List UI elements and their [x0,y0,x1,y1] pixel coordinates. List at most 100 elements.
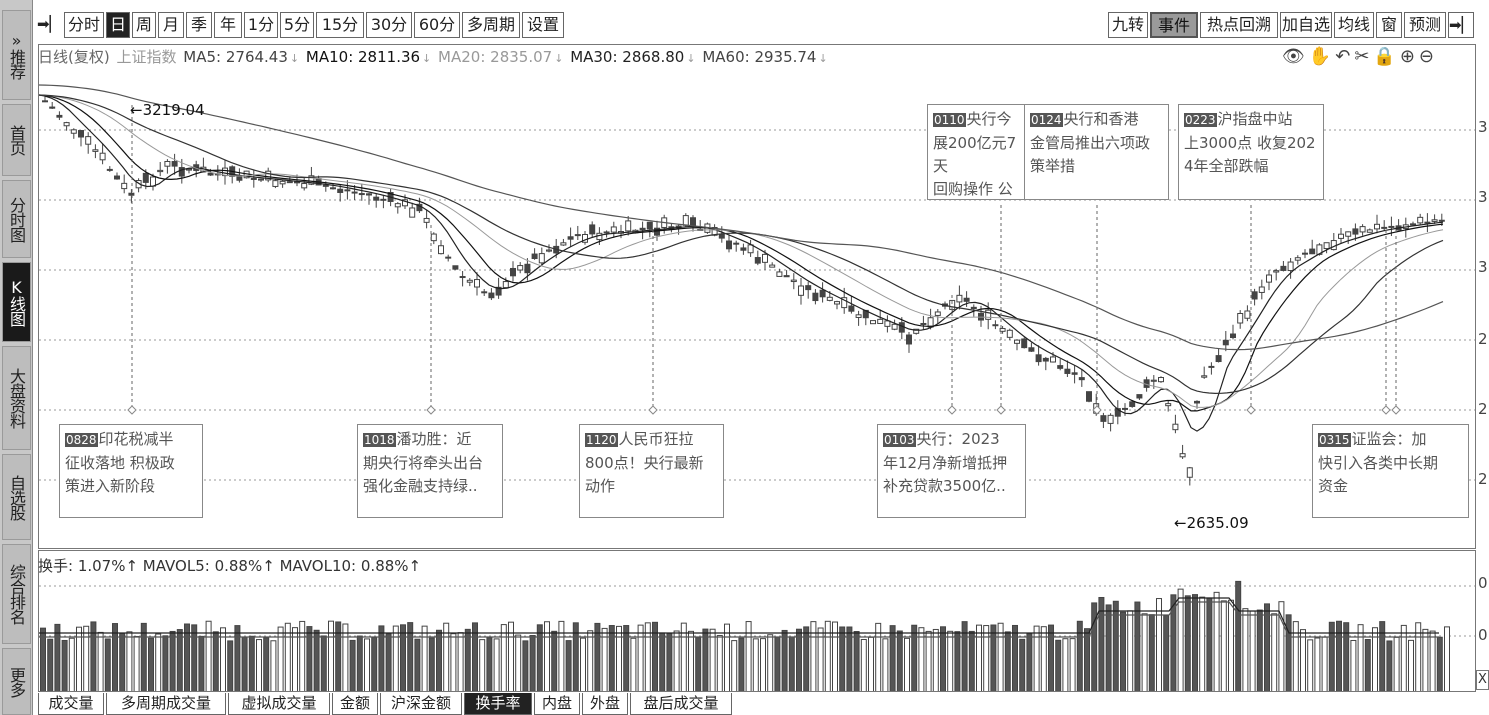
expand-arrow-icon[interactable]: ➡▏ [1448,12,1474,38]
collapse-arrow-icon[interactable]: ➡▏ [36,12,62,38]
jiuzhuan-button[interactable]: 九转 [1108,12,1148,38]
tab-virtual-volume[interactable]: 虚拟成交量 [228,693,330,715]
vol-bar [738,637,745,691]
left-sidebar: »推荐 首页 分时图 K线图 大盘资料 自选股 综合排名 更多 [0,0,33,715]
tab-15min[interactable]: 15分 [316,12,364,38]
tab-after-hours[interactable]: 盘后成交量 [630,693,732,715]
candle-body [1323,242,1330,250]
vol-bar [234,625,241,691]
vol-bar [1141,613,1148,691]
vol-bar [126,631,133,691]
candle-body [99,152,106,161]
tab-inner[interactable]: 内盘 [534,693,580,715]
event-card[interactable]: 0828 印花税减半 征收落地 积极政 策进入新阶段 [59,424,203,518]
turnover-panel[interactable] [38,550,1476,692]
candle-body [366,193,372,196]
tab-60min[interactable]: 60分 [414,12,460,38]
tab-sh-sz-amount[interactable]: 沪深金额 [380,693,462,715]
vol-bar [803,626,810,691]
vol-bar [1292,621,1299,691]
candle-body [1222,339,1229,346]
candle-body [502,281,509,289]
sidebar-item-watchlist[interactable]: 自选股 [2,454,31,540]
tab-amount[interactable]: 金额 [332,693,378,715]
event-text: 央行：2023 年12月净新增抵押 补充贷款3500亿.. [883,430,1008,495]
vol-bar [140,622,147,691]
add-watchlist-button[interactable]: 加自选 [1280,12,1332,38]
vol-bar [565,640,572,691]
vol-bar [961,621,968,691]
candle-body [913,328,920,334]
sidebar-item-recommend[interactable]: »推荐 [2,10,31,100]
event-card[interactable]: 0124 央行和香港 金管局推出六项政 策举措 [1024,104,1169,200]
hotspot-review-button[interactable]: 热点回溯 [1200,12,1278,38]
event-card[interactable]: 0103 央行：2023 年12月净新增抵押 补充贷款3500亿.. [877,424,1026,518]
events-button[interactable]: 事件 [1150,12,1198,38]
tab-multi-volume[interactable]: 多周期成交量 [106,693,226,715]
event-code: 1120 [585,433,618,447]
tab-day[interactable]: 日 [106,12,130,38]
candle-body [718,233,725,239]
candle-body [286,181,293,184]
close-panel-button[interactable]: X [1476,670,1489,690]
tab-30min[interactable]: 30分 [366,12,412,38]
candle-body [891,323,898,330]
vol-bar [320,635,327,691]
vol-bar [774,636,781,691]
tab-5min[interactable]: 5分 [280,12,314,38]
window-button[interactable]: 窗 [1376,12,1402,38]
candle-body [1057,365,1064,369]
candle-body [999,328,1006,332]
tab-timeshare[interactable]: 分时 [64,12,104,38]
tab-multi-period[interactable]: 多周期 [462,12,520,38]
ma10-label: MA10: 2811.36 [305,48,421,66]
tab-month[interactable]: 月 [158,12,184,38]
candle-body [1078,377,1085,381]
vol-bar [1120,611,1126,691]
event-card[interactable]: 1018 潘功胜：近 期央行将牵头出台 强化金融支持绿.. [357,424,503,518]
sidebar-item-more[interactable]: 更多 [2,648,31,715]
event-card[interactable]: 0315 证监会：加 快引入各类中长期 资金 [1312,424,1469,518]
chart-tools[interactable]: 👁✋↶✂🔒⊕⊖ [1282,46,1439,67]
sidebar-item-market-info[interactable]: 大盘资料 [2,346,31,450]
candle-body [1352,228,1359,235]
vol-bar [587,630,594,691]
candle-body [106,168,113,171]
vol-bar [551,630,558,691]
vol-bar [1148,614,1155,691]
tab-volume[interactable]: 成交量 [38,693,104,715]
candle-body [1424,221,1431,224]
vol-bar [601,627,608,691]
candle-body [70,129,77,134]
vol-bar [673,630,680,691]
ma10-down-arrow-icon: ↓ [422,52,432,65]
sidebar-item-kline[interactable]: K线图 [2,262,31,342]
tab-quarter[interactable]: 季 [186,12,212,38]
event-card[interactable]: 1120 人民币狂拉 800点！央行最新 动作 [579,424,724,518]
vol-bar [1033,625,1040,691]
candle-body [150,176,156,187]
vol-bar [148,637,154,691]
candle-body [1273,270,1280,273]
candle-body [776,271,783,277]
ma-button[interactable]: 均线 [1334,12,1374,38]
vol-bar [83,625,90,691]
tab-outer[interactable]: 外盘 [582,693,628,715]
sidebar-item-home[interactable]: 首页 [2,104,31,176]
event-card[interactable]: 0223 沪指盘中站 上3000点 收复202 4年全部跌幅 [1178,104,1324,200]
kline-chart[interactable] [38,44,1476,549]
vol-bar [371,637,378,691]
candle-body [762,253,768,263]
candle-body [783,275,790,278]
tab-1min[interactable]: 1分 [244,12,278,38]
tab-week[interactable]: 周 [132,12,156,38]
sidebar-item-timeshare[interactable]: 分时图 [2,180,31,258]
vol-bar [1278,601,1285,691]
tab-year[interactable]: 年 [214,12,242,38]
event-card[interactable]: 0110 央行今 展200亿元7天 回购操作 公 [927,104,1027,200]
tab-turnover[interactable]: 换手率 [464,693,532,715]
forecast-button[interactable]: 预测 [1404,12,1446,38]
vol-bar [1127,610,1134,691]
sidebar-item-ranking[interactable]: 综合排名 [2,544,31,644]
settings-button[interactable]: 设置 [522,12,564,38]
